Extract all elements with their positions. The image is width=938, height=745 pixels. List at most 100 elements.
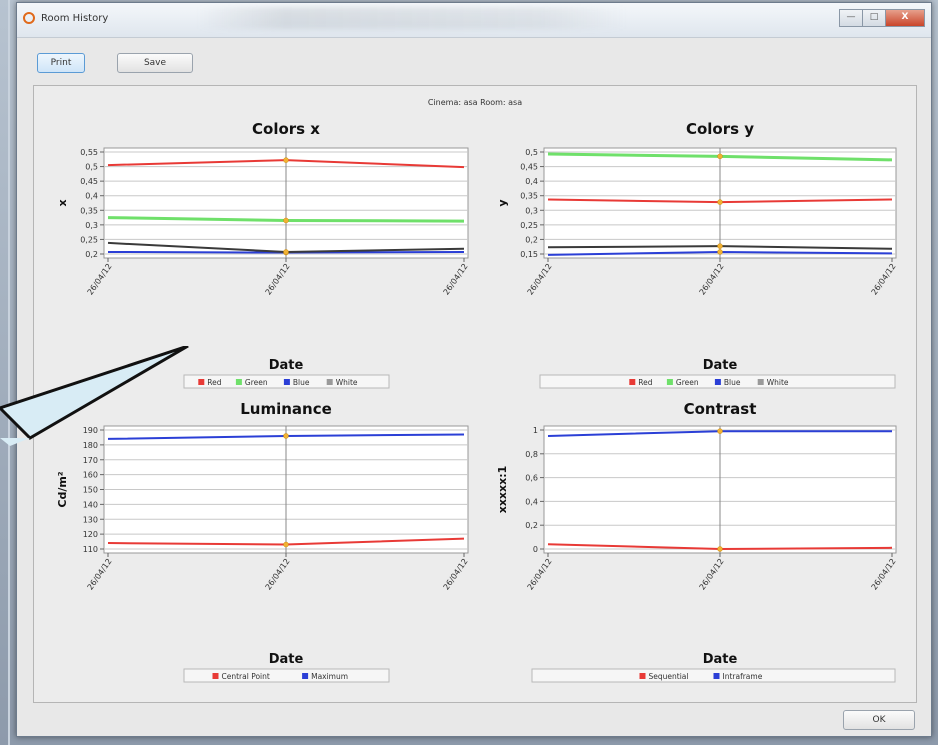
legend-label: Red [207,378,221,387]
app-icon [23,12,35,24]
y-tick-label: 0 [533,545,538,554]
print-button[interactable]: Print [37,53,85,73]
legend: Central Point Maximum [183,668,390,683]
data-point [717,199,723,205]
y-tick-label: 140 [83,500,98,509]
y-axis-label: xxxxx:1 [496,466,509,514]
y-tick-label: 160 [83,471,98,480]
legend-swatch [302,673,309,679]
x-tick-label: 26/04/12 [698,557,726,592]
y-axis-label: Cd/m² [56,471,69,507]
data-point [283,217,289,224]
chart-3: Contrast 1 0,8 0,6 0,4 0,2 0 xxxxx:1 26/04/12 26/… [496,400,898,683]
legend-label: Maximum [311,672,348,681]
data-point [283,541,289,548]
legend-swatch [629,379,636,385]
legend-label: Red [638,378,652,387]
y-tick-label: 0,3 [525,206,538,215]
maximize-button[interactable]: □ [862,9,886,27]
title-bar-blur [197,7,627,29]
ok-button[interactable]: OK [843,710,915,730]
data-point [717,243,723,249]
legend-label: Green [245,378,268,387]
legend-label: Blue [724,378,741,387]
y-tick-label: 110 [83,545,98,554]
legend-box [183,668,390,683]
y-tick-label: 190 [83,426,98,435]
legend-label: Blue [293,378,310,387]
y-tick-label: 0,45 [80,177,98,186]
title-bar[interactable]: Room History — □ X [17,3,931,38]
legend-swatch [757,379,764,385]
y-tick-label: 0,25 [80,235,98,244]
data-point [717,249,723,255]
y-tick-label: 0,3 [85,221,98,230]
y-tick-label: 0,35 [520,192,538,201]
data-point [283,249,289,255]
legend-swatch [326,379,333,385]
x-tick-label: 26/04/12 [442,262,470,297]
close-button[interactable]: X [885,9,925,27]
report-panel: Cinema: asa Room: asa Colors x 0,55 0,5 0,4… [33,85,917,703]
y-tick-label: 0,45 [520,163,538,172]
chart-1: Colors y 0,5 0,45 0,4 0,35 0,3 0,25 0,2 0,15 y 26/… [496,120,898,389]
room-history-window: Room History — □ X Print Save Cinema: as… [16,2,932,737]
y-tick-label: 0,5 [85,163,98,172]
legend-swatch [639,673,646,679]
x-tick-label: 26/04/12 [526,557,554,592]
y-tick-label: 130 [83,515,98,524]
x-tick-label: 26/04/12 [442,557,470,592]
desktop-edge [8,0,10,745]
x-tick-label: 26/04/12 [86,262,114,297]
x-tick-label: 26/04/12 [526,262,554,297]
callout-pointer [0,346,189,446]
y-tick-label: 150 [83,486,98,495]
data-point [717,153,723,160]
legend-swatch [235,379,242,385]
data-point [283,433,289,439]
legend: Sequential Intraframe [531,668,896,683]
save-button[interactable]: Save [117,53,193,73]
y-tick-label: 0,4 [85,192,98,201]
y-tick-label: 0,6 [525,474,538,483]
chart-title: Colors y [686,120,754,138]
legend-swatch [283,379,290,385]
y-tick-label: 0,25 [520,221,538,230]
chart-title: Luminance [240,400,332,418]
legend-swatch [714,379,721,385]
report-subtitle: Cinema: asa Room: asa [427,98,523,107]
legend-label: Intraframe [723,672,763,681]
x-tick-label: 26/04/12 [870,262,898,297]
legend-label: Central Point [222,672,270,681]
y-tick-label: 0,4 [525,497,538,506]
chart-title: Colors x [252,120,320,138]
y-tick-label: 0,2 [525,235,538,244]
x-tick-label: 26/04/12 [86,557,114,592]
y-tick-label: 170 [83,456,98,465]
y-tick-label: 0,15 [520,250,538,259]
legend-label: White [336,378,358,387]
data-point [283,157,289,163]
legend: Red Green Blue White [183,374,390,389]
y-axis-label: x [56,199,69,206]
charts-canvas: Colors x 0,55 0,5 0,45 0,4 0,35 0,3 0,25 0,2 x 26/… [56,120,898,683]
chart-title: Contrast [684,400,757,418]
legend-label: Sequential [649,672,689,681]
y-tick-label: 0,35 [80,206,98,215]
minimize-button[interactable]: — [839,9,863,27]
y-tick-label: 180 [83,441,98,450]
legend-label: Green [676,378,699,387]
window-title: Room History [41,13,109,24]
y-tick-label: 120 [83,530,98,539]
x-tick-label: 26/04/12 [264,557,292,592]
x-tick-label: 26/04/12 [698,262,726,297]
x-axis-label: Date [703,358,738,373]
y-axis-label: y [496,199,509,206]
x-tick-label: 26/04/12 [870,557,898,592]
x-tick-label: 26/04/12 [264,262,292,297]
y-tick-label: 0,8 [525,450,538,459]
data-point [717,546,723,552]
y-tick-label: 0,5 [525,148,538,157]
legend-swatch [713,673,720,679]
y-tick-label: 0,2 [525,521,538,530]
